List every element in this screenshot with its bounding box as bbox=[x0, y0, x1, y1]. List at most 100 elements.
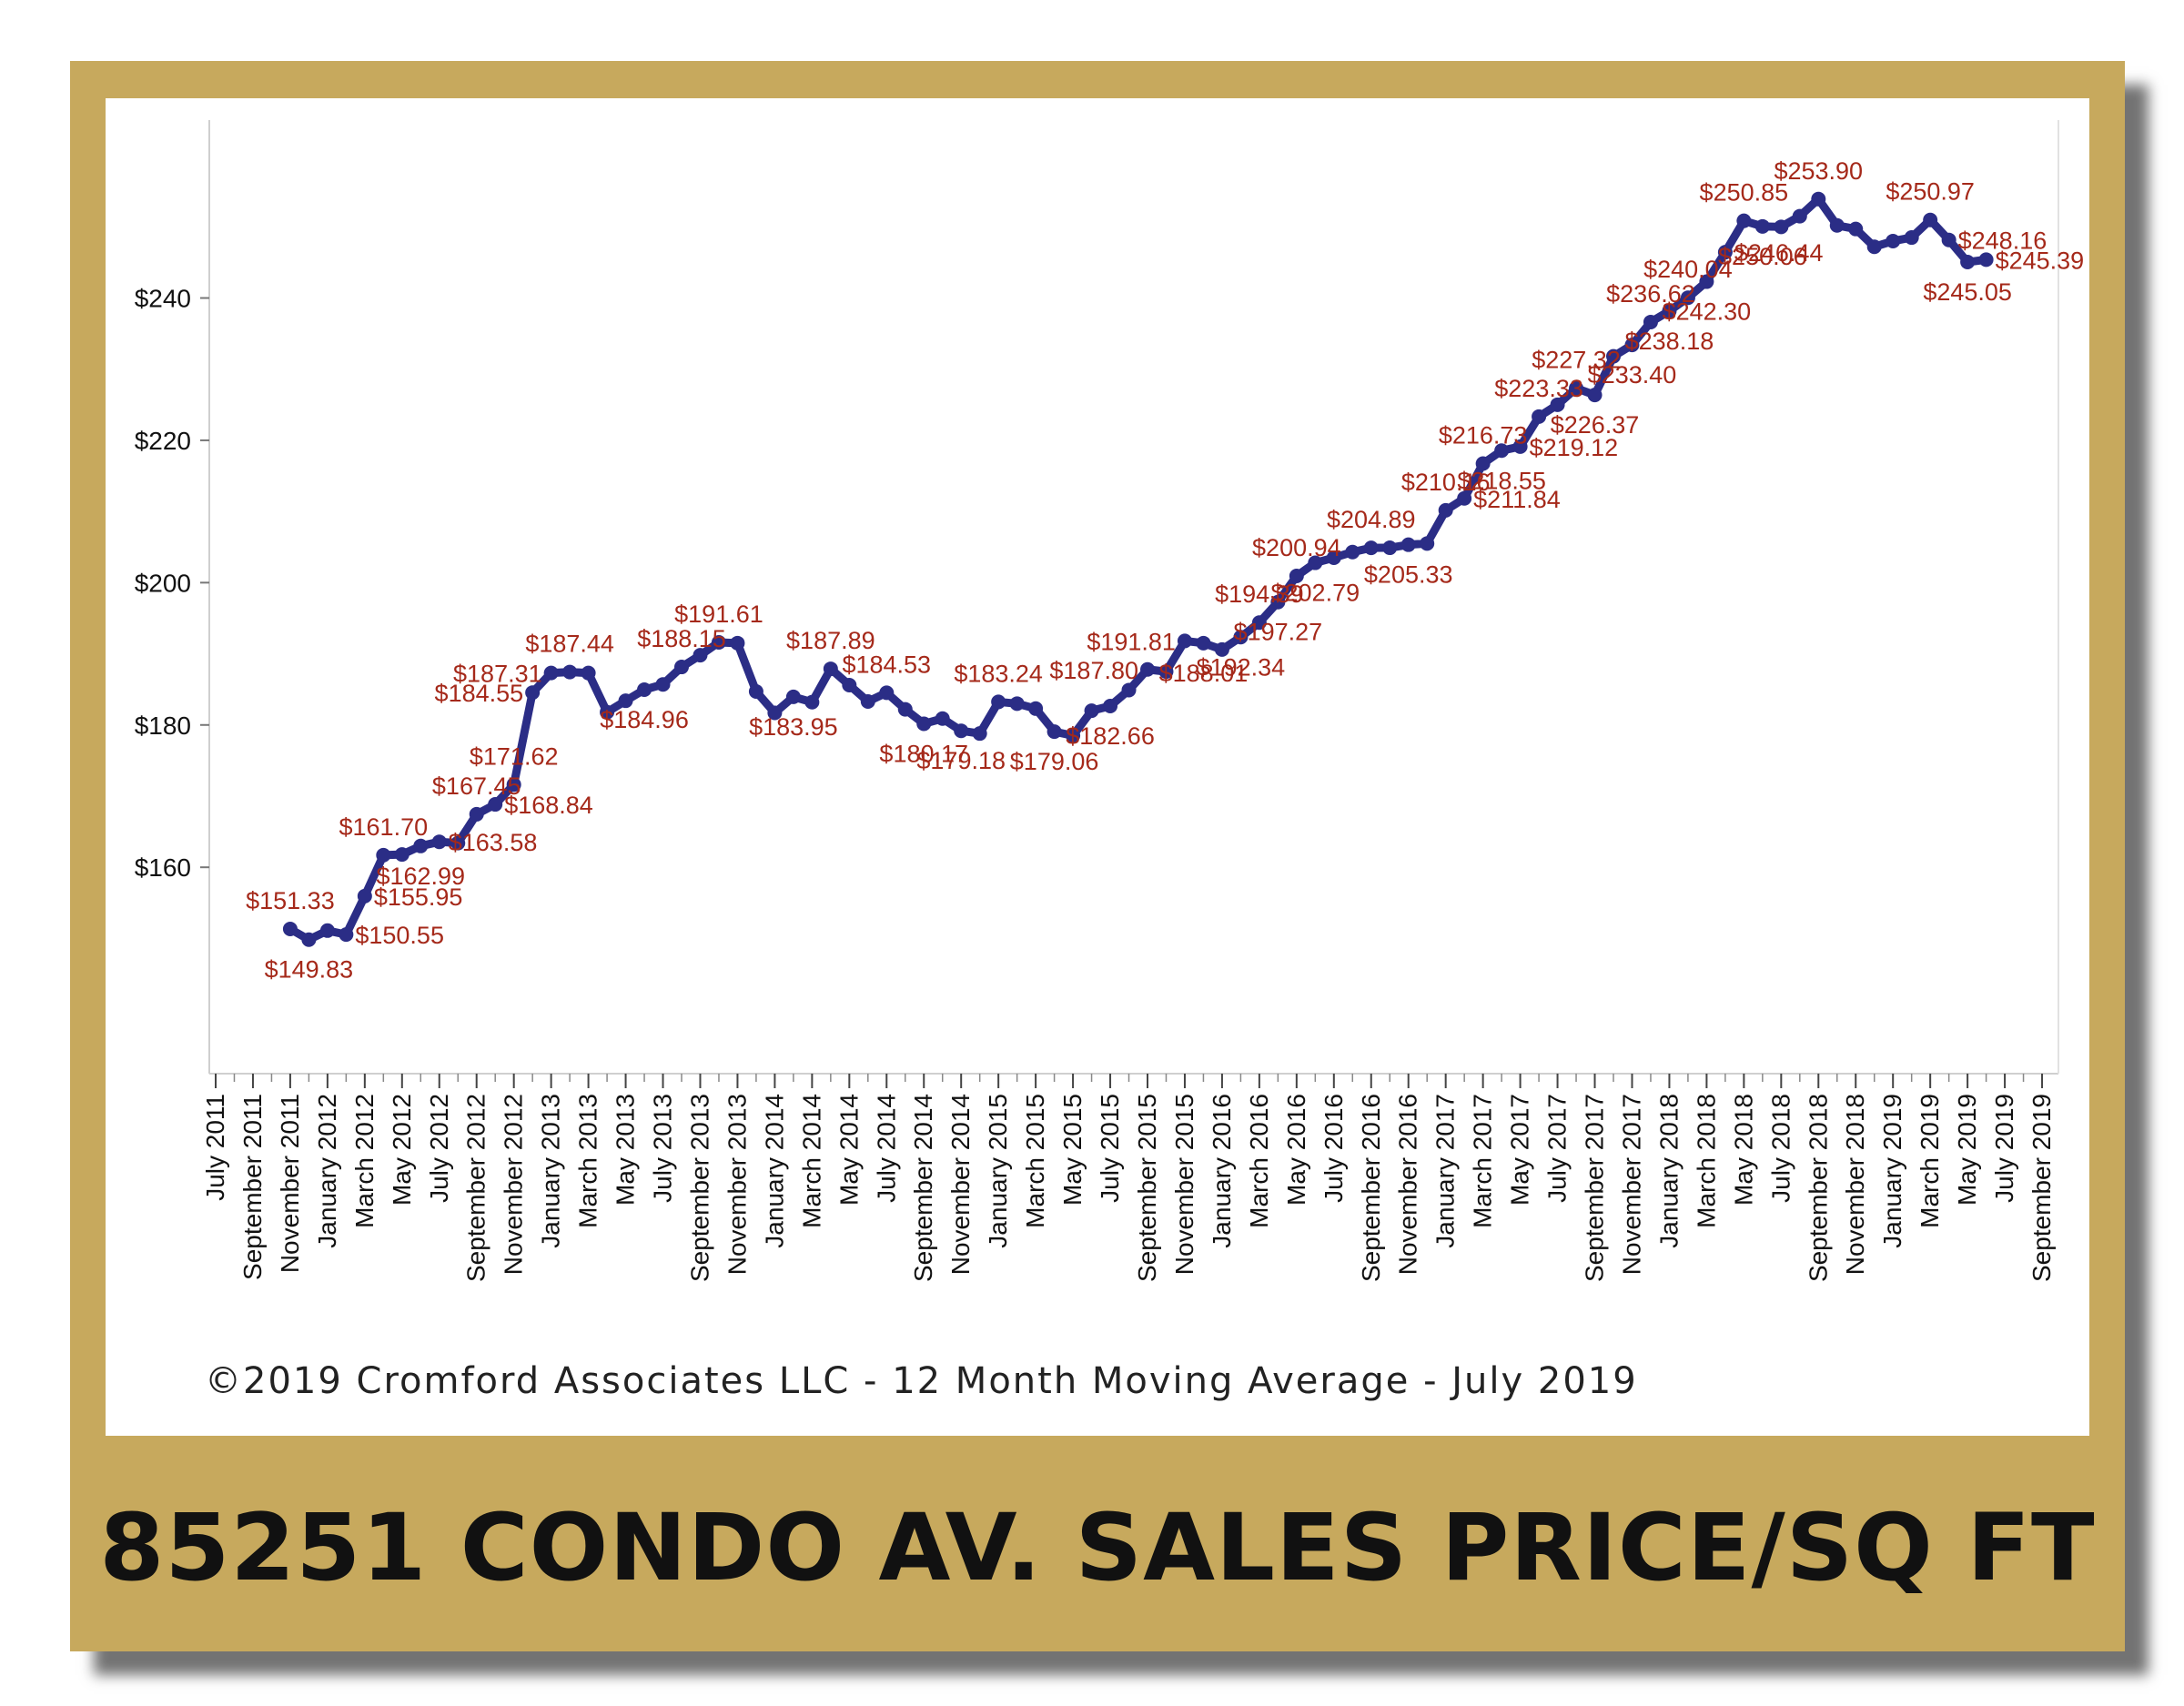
x-tick-label: May 2019 bbox=[1953, 1094, 1981, 1206]
x-tick-label: July 2011 bbox=[201, 1094, 229, 1201]
data-label: $187.44 bbox=[525, 631, 614, 658]
data-point bbox=[1923, 212, 1938, 227]
data-point bbox=[1438, 502, 1453, 518]
x-tick-label: January 2012 bbox=[313, 1094, 341, 1248]
data-point bbox=[711, 634, 726, 650]
x-tick-label: July 2013 bbox=[649, 1094, 677, 1203]
x-tick-label: March 2018 bbox=[1692, 1094, 1720, 1228]
data-point bbox=[618, 693, 633, 709]
data-point bbox=[1978, 252, 1994, 268]
x-tick-label: July 2018 bbox=[1766, 1094, 1795, 1203]
data-label: $204.89 bbox=[1327, 506, 1416, 533]
data-point bbox=[1308, 555, 1323, 570]
y-tick-label: $240 bbox=[135, 285, 191, 313]
data-label: $180.17 bbox=[879, 740, 968, 767]
x-tick-label: January 2018 bbox=[1654, 1094, 1683, 1248]
data-point bbox=[972, 726, 987, 742]
data-label: $245.05 bbox=[1923, 278, 2012, 306]
data-label: $155.95 bbox=[374, 883, 463, 911]
data-point bbox=[301, 932, 317, 947]
data-point bbox=[469, 806, 484, 822]
x-tick-label: September 2012 bbox=[462, 1094, 490, 1282]
data-point bbox=[1587, 388, 1603, 403]
data-point bbox=[1717, 245, 1733, 260]
data-label: $162.99 bbox=[376, 863, 465, 890]
data-point bbox=[748, 684, 763, 700]
data-point bbox=[506, 777, 521, 792]
x-tick-label: September 2014 bbox=[909, 1094, 937, 1282]
data-point bbox=[785, 689, 801, 704]
data-label: $253.90 bbox=[1774, 157, 1863, 185]
x-tick-label: January 2015 bbox=[984, 1094, 1012, 1248]
x-tick-label: March 2016 bbox=[1245, 1094, 1273, 1228]
data-label: $240.04 bbox=[1643, 256, 1733, 283]
data-point bbox=[1103, 698, 1118, 713]
data-point bbox=[1811, 191, 1826, 207]
data-point bbox=[1177, 633, 1192, 649]
data-label: $149.83 bbox=[265, 956, 354, 984]
data-label: $184.53 bbox=[842, 651, 931, 678]
data-point bbox=[1866, 239, 1882, 255]
x-tick-label: November 2017 bbox=[1617, 1094, 1645, 1275]
data-point bbox=[1028, 701, 1044, 716]
x-tick-label: March 2015 bbox=[1021, 1094, 1049, 1228]
x-tick-label: March 2017 bbox=[1469, 1094, 1497, 1228]
data-point bbox=[1326, 550, 1341, 565]
data-label: $161.70 bbox=[339, 813, 429, 841]
data-point bbox=[1158, 664, 1174, 680]
data-point bbox=[767, 705, 783, 721]
data-label: $236.62 bbox=[1606, 280, 1695, 308]
y-tick-label: $160 bbox=[135, 853, 191, 882]
data-point bbox=[916, 716, 932, 732]
y-tick-label: $200 bbox=[135, 569, 191, 597]
x-tick-label: March 2013 bbox=[574, 1094, 602, 1228]
data-point bbox=[562, 664, 578, 680]
x-tick-label: March 2012 bbox=[350, 1094, 379, 1228]
data-label: $187.31 bbox=[453, 661, 542, 688]
x-tick-label: July 2014 bbox=[872, 1094, 900, 1203]
x-tick-label: January 2014 bbox=[760, 1094, 788, 1248]
data-point bbox=[1270, 594, 1286, 610]
x-tick-label: May 2017 bbox=[1506, 1094, 1534, 1206]
data-point bbox=[581, 665, 596, 681]
data-point bbox=[823, 661, 838, 677]
x-tick-label: September 2018 bbox=[1804, 1094, 1832, 1282]
data-point bbox=[674, 660, 689, 675]
x-tick-label: September 2015 bbox=[1133, 1094, 1161, 1282]
x-tick-label: March 2014 bbox=[797, 1094, 825, 1228]
data-point bbox=[1046, 724, 1062, 740]
data-label: $248.16 bbox=[1958, 227, 2048, 255]
data-point bbox=[655, 677, 671, 692]
data-point bbox=[1643, 314, 1658, 329]
data-point bbox=[860, 693, 875, 709]
data-point bbox=[842, 677, 857, 692]
data-point bbox=[1774, 219, 1789, 235]
data-label: $171.62 bbox=[470, 742, 559, 770]
x-tick-label: July 2019 bbox=[1990, 1094, 2018, 1203]
chart-panel bbox=[106, 98, 2089, 1436]
data-point bbox=[394, 847, 410, 863]
data-label: $250.06 bbox=[1718, 243, 1807, 270]
data-label: $200.94 bbox=[1252, 534, 1341, 561]
data-label: $191.61 bbox=[674, 601, 763, 628]
data-point bbox=[1251, 615, 1267, 631]
data-label: $163.58 bbox=[449, 829, 538, 856]
x-tick-label: November 2013 bbox=[723, 1094, 751, 1275]
data-point bbox=[1457, 490, 1472, 506]
data-point bbox=[1066, 728, 1081, 743]
data-point bbox=[1196, 635, 1211, 651]
x-tick-label: November 2014 bbox=[946, 1094, 975, 1275]
data-point bbox=[357, 888, 372, 903]
x-tick-label: May 2012 bbox=[388, 1094, 416, 1206]
x-tick-label: July 2012 bbox=[425, 1094, 453, 1203]
data-label: $187.80 bbox=[1049, 657, 1138, 684]
x-tick-label: September 2016 bbox=[1357, 1094, 1385, 1282]
data-point bbox=[1512, 439, 1528, 454]
data-label: $219.12 bbox=[1530, 434, 1619, 461]
data-point bbox=[413, 838, 429, 853]
x-tick-label: July 2015 bbox=[1096, 1094, 1124, 1203]
y-tick-label: $180 bbox=[135, 712, 191, 740]
x-tick-label: March 2019 bbox=[1916, 1094, 1944, 1228]
chart-credit: ©2019 Cromford Associates LLC - 12 Month… bbox=[205, 1360, 1638, 1402]
